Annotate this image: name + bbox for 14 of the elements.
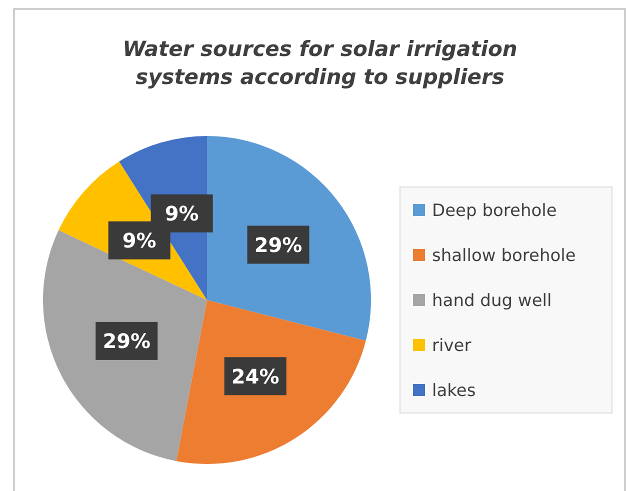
legend-label: river — [432, 336, 472, 356]
legend-label: lakes — [432, 380, 476, 401]
data-label: 29% — [254, 232, 302, 257]
data-label: 29% — [102, 329, 151, 354]
data-label: 9% — [122, 228, 156, 253]
pie-slice — [207, 136, 371, 341]
data-label: 9% — [164, 202, 199, 226]
legend-label: shallow borehole — [432, 246, 576, 266]
chart-title: Water sources for solar irrigation systems according to suppliers — [122, 37, 518, 89]
legend-label: hand dug well — [432, 290, 552, 311]
pie-slice — [43, 230, 207, 462]
legend-label: Deep borehole — [432, 200, 557, 221]
pie-slice — [176, 300, 366, 464]
data-label: 24% — [231, 364, 280, 388]
